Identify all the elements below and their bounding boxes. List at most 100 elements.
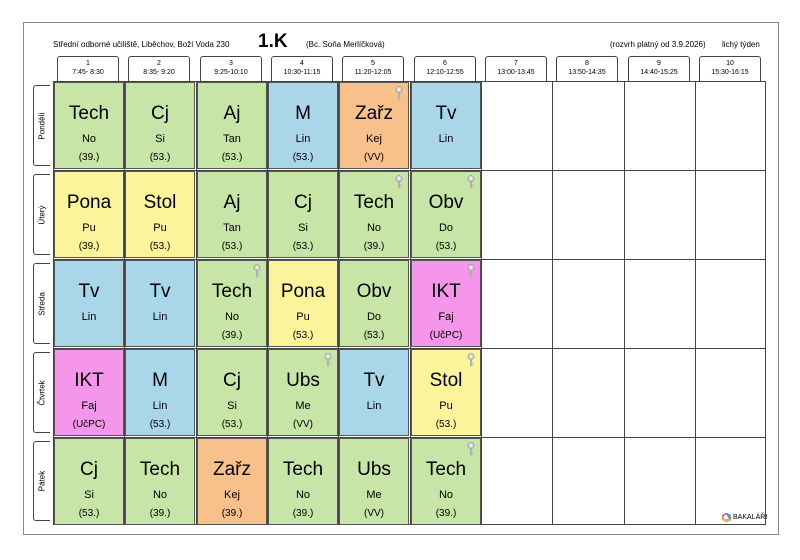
lesson-subject: Ubs	[286, 370, 320, 391]
period-number: 9	[657, 60, 661, 67]
lesson-room: (53.)	[149, 152, 171, 163]
key-icon	[394, 86, 404, 100]
grid-column-line	[124, 81, 125, 525]
day-label: Úterý	[33, 174, 50, 255]
lesson-subject: Tech	[282, 459, 324, 480]
lesson-cell[interactable]: Tech No (39.)	[54, 82, 124, 169]
lesson-teacher: Si	[155, 133, 165, 145]
lesson-subject: Zařz	[355, 103, 393, 124]
day-name: Středa	[37, 291, 47, 316]
grid-row-line	[53, 170, 766, 171]
grid-column-line	[552, 81, 553, 525]
lesson-cell[interactable]: Obv Do (53.)	[411, 171, 481, 258]
lesson-room: (VV)	[364, 152, 384, 163]
lesson-cell[interactable]: Tv Lin	[339, 349, 409, 436]
lesson-cell[interactable]: Cj Si (53.)	[54, 438, 124, 525]
lesson-room: (53.)	[78, 508, 100, 519]
grid-column-line	[338, 81, 339, 525]
lesson-cell[interactable]: Pona Pu (53.)	[268, 260, 338, 347]
lesson-cell[interactable]: Stol Pu (53.)	[411, 349, 481, 436]
lesson-teacher: Lin	[152, 311, 168, 323]
lesson-room: (39.)	[363, 241, 385, 252]
lesson-cell[interactable]: Ubs Me (VV)	[339, 438, 409, 525]
grid-column-line	[695, 81, 696, 525]
lesson-cell[interactable]: IKT Faj (UčPC)	[411, 260, 481, 347]
lesson-room: (53.)	[221, 241, 243, 252]
grid-column-line	[624, 81, 625, 525]
lesson-subject: Stol	[429, 370, 463, 391]
lesson-subject: Tv	[435, 103, 457, 124]
lesson-cell[interactable]: IKT Faj (UčPC)	[54, 349, 124, 436]
lesson-teacher: Do	[366, 311, 382, 323]
period-number: 1	[86, 60, 90, 67]
period-header: 9 14:40-15:25	[628, 56, 690, 81]
lesson-cell[interactable]: Cj Si (53.)	[268, 171, 338, 258]
period-number: 10	[726, 60, 734, 67]
period-header: 4 10:30-11:15	[271, 56, 333, 81]
period-time: 14:40-15:25	[640, 69, 678, 76]
lesson-room: (53.)	[363, 330, 385, 341]
lesson-subject: Aj	[223, 192, 241, 213]
lesson-cell[interactable]: M Lin (53.)	[268, 82, 338, 169]
bakalari-logo: BAKALÁŘI	[722, 513, 767, 522]
period-time: 11:20-12:05	[354, 69, 392, 76]
lesson-subject: Tech	[68, 103, 110, 124]
lesson-cell[interactable]: Tv Lin	[54, 260, 124, 347]
period-header: 1 7:45- 8:30	[57, 56, 119, 81]
lesson-cell[interactable]: Tech No (39.)	[268, 438, 338, 525]
lesson-cell[interactable]: Cj Si (53.)	[125, 82, 195, 169]
lesson-cell[interactable]: Cj Si (53.)	[197, 349, 267, 436]
grid-column-line	[481, 81, 482, 525]
class-name: 1.K	[258, 31, 288, 52]
lesson-teacher: Tan	[223, 133, 241, 145]
lesson-room: (53.)	[221, 152, 243, 163]
day-label: Pátek	[33, 441, 50, 521]
period-header: 8 13:50-14:35	[556, 56, 618, 81]
lesson-cell[interactable]: Pona Pu (39.)	[54, 171, 124, 258]
lesson-teacher: Pu	[439, 400, 453, 412]
day-name: Pondělí	[37, 111, 47, 140]
lesson-cell[interactable]: Obv Do (53.)	[339, 260, 409, 347]
period-number: 7	[514, 60, 518, 67]
lesson-cell[interactable]: Aj Tan (53.)	[197, 171, 267, 258]
lesson-teacher: No	[152, 489, 168, 501]
period-number: 2	[157, 60, 161, 67]
lesson-subject: Cj	[151, 103, 169, 124]
lesson-room: (53.)	[292, 330, 314, 341]
lesson-cell[interactable]: Zařz Kej (VV)	[339, 82, 409, 169]
key-icon	[323, 353, 333, 367]
day-name: Úterý	[37, 204, 47, 225]
day-name: Pátek	[37, 470, 47, 492]
lesson-subject: Stol	[143, 192, 177, 213]
period-time: 8:35- 9:20	[143, 69, 175, 76]
lesson-cell[interactable]: Tech No (39.)	[197, 260, 267, 347]
period-time: 13:00-13:45	[497, 69, 535, 76]
lesson-teacher: Lin	[81, 311, 97, 323]
grid-row-line	[53, 348, 766, 349]
lesson-cell[interactable]: Tv Lin	[411, 82, 481, 169]
lesson-teacher: No	[438, 489, 454, 501]
timetable-sheet	[23, 22, 779, 535]
lesson-subject: Obv	[428, 192, 464, 213]
key-icon	[252, 264, 262, 278]
period-time: 15:30-16:15	[711, 69, 749, 76]
period-number: 8	[585, 60, 589, 67]
lesson-cell[interactable]: M Lin (53.)	[125, 349, 195, 436]
lesson-cell[interactable]: Stol Pu (53.)	[125, 171, 195, 258]
lesson-cell[interactable]: Zařz Kej (39.)	[197, 438, 267, 525]
lesson-subject: Aj	[223, 103, 241, 124]
lesson-cell[interactable]: Aj Tan (53.)	[197, 82, 267, 169]
lesson-cell[interactable]: Tech No (39.)	[339, 171, 409, 258]
lesson-room: (53.)	[292, 241, 314, 252]
period-time: 7:45- 8:30	[72, 69, 104, 76]
lesson-subject: IKT	[74, 370, 104, 391]
lesson-teacher: Kej	[366, 133, 382, 145]
lesson-room: (39.)	[221, 330, 243, 341]
lesson-cell[interactable]: Tv Lin	[125, 260, 195, 347]
lesson-teacher: Me	[366, 489, 382, 501]
lesson-cell[interactable]: Tech No (39.)	[411, 438, 481, 525]
lesson-room: (39.)	[149, 508, 171, 519]
lesson-cell[interactable]: Tech No (39.)	[125, 438, 195, 525]
bakalari-logo-text: BAKALÁŘI	[733, 514, 768, 521]
lesson-cell[interactable]: Ubs Me (VV)	[268, 349, 338, 436]
